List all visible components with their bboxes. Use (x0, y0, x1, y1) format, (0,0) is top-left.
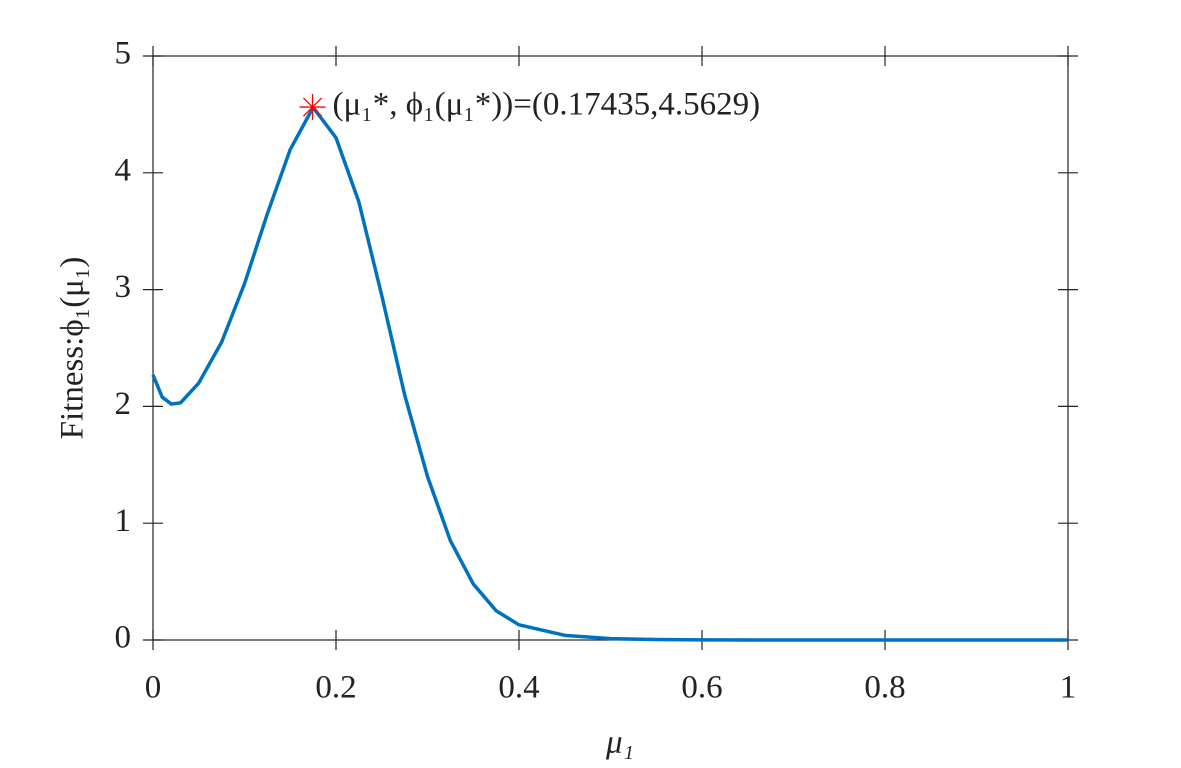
y-tick-label: 1 (115, 503, 132, 539)
y-tick-label: 5 (115, 36, 132, 72)
x-tick-label: 0.8 (864, 670, 905, 706)
y-tick-label: 2 (115, 386, 132, 422)
y-tick-label: 4 (115, 152, 132, 188)
y-tick-label: 0 (115, 620, 132, 656)
plot-frame (152, 55, 1069, 641)
line-series (151, 105, 1068, 642)
peak-marker (299, 94, 326, 121)
x-axis-label: μ₁ (605, 725, 634, 761)
x-tick-label: 1 (1060, 670, 1077, 706)
x-tick-label: 0.4 (498, 670, 539, 706)
x-tick-label: 0.2 (315, 670, 356, 706)
y-tick-label: 3 (115, 269, 132, 305)
y-axis-label: Fitness:ϕ₁(μ₁) (55, 257, 91, 440)
x-tick-label: 0 (145, 670, 162, 706)
annotation: (μ₁*, ϕ₁(μ₁*))=(0.17435,4.5629) (333, 87, 761, 123)
x-tick-label: 0.6 (681, 670, 722, 706)
